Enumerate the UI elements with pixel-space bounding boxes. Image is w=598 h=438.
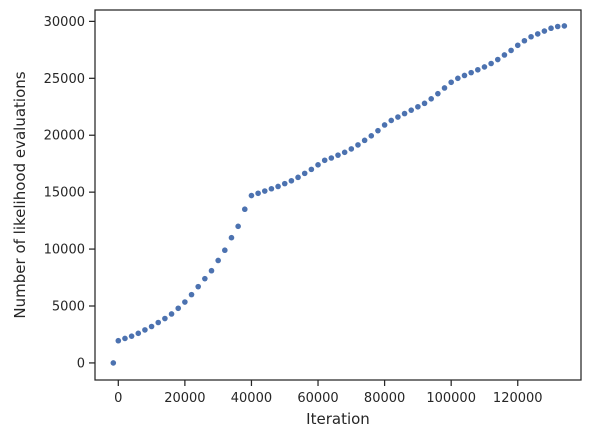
data-point: [468, 69, 474, 76]
data-point: [441, 85, 448, 91]
y-tick-label: 0: [77, 356, 85, 371]
y-tick-label: 10000: [44, 243, 85, 258]
data-point: [115, 337, 122, 344]
data-point: [162, 315, 168, 322]
x-tick-label: 40000: [231, 391, 272, 406]
data-point: [188, 291, 195, 298]
y-tick-label: 20000: [44, 129, 85, 144]
data-point: [295, 174, 301, 181]
x-axis-label: Iteration: [306, 410, 370, 428]
data-point: [288, 177, 295, 184]
data-point: [321, 157, 328, 164]
data-point: [435, 90, 441, 97]
data-point: [222, 247, 228, 254]
data-point: [541, 28, 548, 34]
data-point: [241, 206, 248, 213]
data-point: [548, 25, 554, 32]
data-point: [561, 23, 568, 29]
data-point: [335, 152, 341, 158]
data-point: [355, 142, 361, 148]
data-point: [534, 31, 541, 37]
y-tick-label: 30000: [44, 15, 85, 30]
data-point: [341, 149, 348, 156]
points-layer: [110, 23, 568, 366]
data-point: [461, 72, 468, 79]
data-point: [361, 137, 368, 144]
data-point: [494, 56, 501, 63]
data-point: [135, 330, 142, 337]
x-tick-label: 100000: [426, 391, 476, 406]
plot-frame: [94, 9, 582, 381]
data-point: [195, 283, 201, 290]
x-tick-label: 80000: [364, 391, 405, 406]
x-tick-label: 0: [114, 391, 122, 406]
data-point: [155, 319, 162, 326]
data-point: [514, 42, 521, 49]
data-point: [268, 185, 275, 192]
y-axis-label: Number of likelihood evaluations: [11, 71, 29, 318]
data-point: [528, 33, 534, 40]
data-point: [488, 60, 494, 67]
data-point: [255, 190, 261, 197]
data-point: [395, 114, 401, 120]
y-tick-label: 25000: [44, 72, 85, 87]
data-point: [508, 47, 514, 54]
data-point: [301, 170, 308, 177]
data-point: [202, 275, 208, 282]
data-point: [501, 52, 508, 58]
data-point: [475, 66, 481, 73]
y-tick-label: 15000: [44, 186, 85, 201]
data-point: [375, 127, 381, 134]
data-point: [261, 188, 268, 194]
data-point: [315, 162, 321, 168]
data-point: [275, 183, 281, 190]
data-point: [208, 267, 215, 274]
data-point: [215, 257, 221, 264]
x-tick-label: 120000: [493, 391, 543, 406]
data-point: [455, 75, 461, 82]
data-point: [481, 64, 488, 70]
data-point: [448, 79, 454, 86]
data-point: [142, 327, 148, 333]
tick-layer: 0 20000 40000 60000 80000 100000 120000 0 5000 10…: [44, 15, 543, 406]
data-point: [175, 305, 182, 312]
data-point: [521, 37, 528, 44]
data-point: [128, 333, 135, 339]
data-point: [148, 323, 155, 330]
data-point: [381, 122, 388, 128]
data-point: [328, 155, 335, 161]
data-point: [368, 133, 375, 139]
data-point: [388, 117, 395, 124]
x-tick-label: 60000: [297, 391, 338, 406]
data-point: [228, 234, 235, 241]
data-point: [182, 299, 188, 305]
data-point: [235, 223, 241, 230]
x-tick-label: 20000: [164, 391, 205, 406]
data-point: [415, 103, 421, 110]
data-point: [554, 23, 561, 30]
data-point: [308, 166, 315, 173]
data-point: [401, 110, 408, 117]
data-point: [122, 335, 128, 342]
data-point: [110, 360, 117, 366]
data-point: [281, 180, 288, 187]
data-point: [248, 192, 255, 199]
data-point: [421, 100, 428, 107]
y-tick-label: 5000: [52, 300, 85, 315]
data-point: [168, 311, 175, 317]
data-point: [348, 146, 355, 152]
data-point: [408, 107, 415, 113]
data-point: [428, 96, 435, 102]
